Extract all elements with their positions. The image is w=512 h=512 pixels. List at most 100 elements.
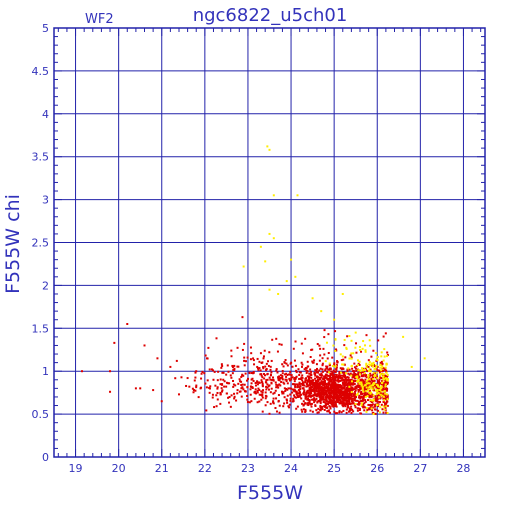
data-point xyxy=(332,378,335,381)
data-point xyxy=(290,378,293,381)
data-point xyxy=(347,400,350,403)
data-point xyxy=(375,371,378,374)
data-point xyxy=(364,396,367,399)
data-point xyxy=(265,385,268,388)
data-point xyxy=(342,367,345,370)
data-point xyxy=(341,292,344,295)
data-point xyxy=(231,372,234,375)
data-point xyxy=(296,394,299,397)
data-point xyxy=(325,365,328,368)
data-point xyxy=(298,392,301,395)
data-point xyxy=(364,399,367,402)
data-point xyxy=(277,394,280,397)
data-point xyxy=(386,355,389,358)
data-point xyxy=(276,371,279,374)
data-point xyxy=(278,375,281,378)
y-tick-labels: 0 0.5 1 1.5 2 2.5 3 3.5 4 4.5 5 xyxy=(32,22,50,464)
data-point xyxy=(383,390,386,393)
data-point xyxy=(351,364,354,367)
data-point xyxy=(329,373,332,376)
data-point xyxy=(310,374,313,377)
data-point xyxy=(386,404,389,407)
data-point xyxy=(317,389,320,392)
data-point xyxy=(315,379,318,382)
data-point xyxy=(272,376,275,379)
data-point xyxy=(374,368,377,371)
data-point xyxy=(320,374,323,377)
data-point xyxy=(369,399,372,402)
data-point xyxy=(373,365,376,368)
data-point xyxy=(238,378,241,381)
data-point xyxy=(306,375,309,378)
data-point xyxy=(335,364,338,367)
data-point xyxy=(331,371,334,374)
data-point xyxy=(364,367,367,370)
data-point xyxy=(265,379,268,382)
data-point xyxy=(318,408,321,411)
data-point xyxy=(383,402,386,405)
data-point xyxy=(335,396,338,399)
data-point xyxy=(304,408,307,411)
data-point xyxy=(286,382,289,385)
data-point xyxy=(264,391,267,394)
data-point xyxy=(315,369,318,372)
data-point xyxy=(294,275,297,278)
data-point xyxy=(258,360,261,363)
data-point xyxy=(345,379,348,382)
data-point xyxy=(361,388,364,391)
x-tick-label: 21 xyxy=(155,462,169,475)
data-point xyxy=(274,407,277,410)
data-point xyxy=(349,372,352,375)
data-point xyxy=(354,389,357,392)
data-point xyxy=(291,383,294,386)
data-point xyxy=(229,374,232,377)
data-point xyxy=(298,377,301,380)
data-point xyxy=(311,389,314,392)
data-point xyxy=(283,361,286,364)
data-point xyxy=(348,387,351,390)
data-point xyxy=(340,379,343,382)
data-point xyxy=(205,386,208,389)
data-point xyxy=(344,377,347,380)
data-point xyxy=(343,394,346,397)
data-point xyxy=(338,391,341,394)
data-point xyxy=(369,374,372,377)
data-point xyxy=(315,409,318,412)
data-point xyxy=(346,404,349,407)
data-point xyxy=(220,387,223,390)
data-point xyxy=(386,412,389,415)
data-point xyxy=(260,390,263,393)
data-point xyxy=(312,387,315,390)
data-point xyxy=(204,354,207,357)
data-point xyxy=(266,401,269,404)
data-point xyxy=(366,370,369,373)
data-point xyxy=(347,382,350,385)
data-point xyxy=(365,385,368,388)
data-point xyxy=(300,342,303,345)
data-point xyxy=(343,380,346,383)
data-point xyxy=(269,402,272,405)
data-point xyxy=(386,393,389,396)
data-point xyxy=(272,194,275,197)
data-point xyxy=(201,370,204,373)
data-point xyxy=(317,393,320,396)
data-point xyxy=(304,394,307,397)
data-point xyxy=(269,391,272,394)
data-point xyxy=(362,395,365,398)
data-point xyxy=(219,402,222,405)
data-point xyxy=(303,368,306,371)
data-point xyxy=(331,404,334,407)
data-point xyxy=(268,288,271,291)
data-point xyxy=(328,383,331,386)
data-point xyxy=(357,396,360,399)
y-tick-label: 2 xyxy=(42,279,49,292)
y-tick-label: 1.5 xyxy=(32,322,50,335)
data-point xyxy=(313,392,316,395)
x-tick-labels: 19 20 21 22 23 24 25 26 27 28 xyxy=(69,462,471,475)
data-point xyxy=(382,387,385,390)
data-point xyxy=(334,389,337,392)
data-point xyxy=(368,367,371,370)
data-point xyxy=(367,388,370,391)
data-point xyxy=(242,388,245,391)
data-point xyxy=(344,388,347,391)
